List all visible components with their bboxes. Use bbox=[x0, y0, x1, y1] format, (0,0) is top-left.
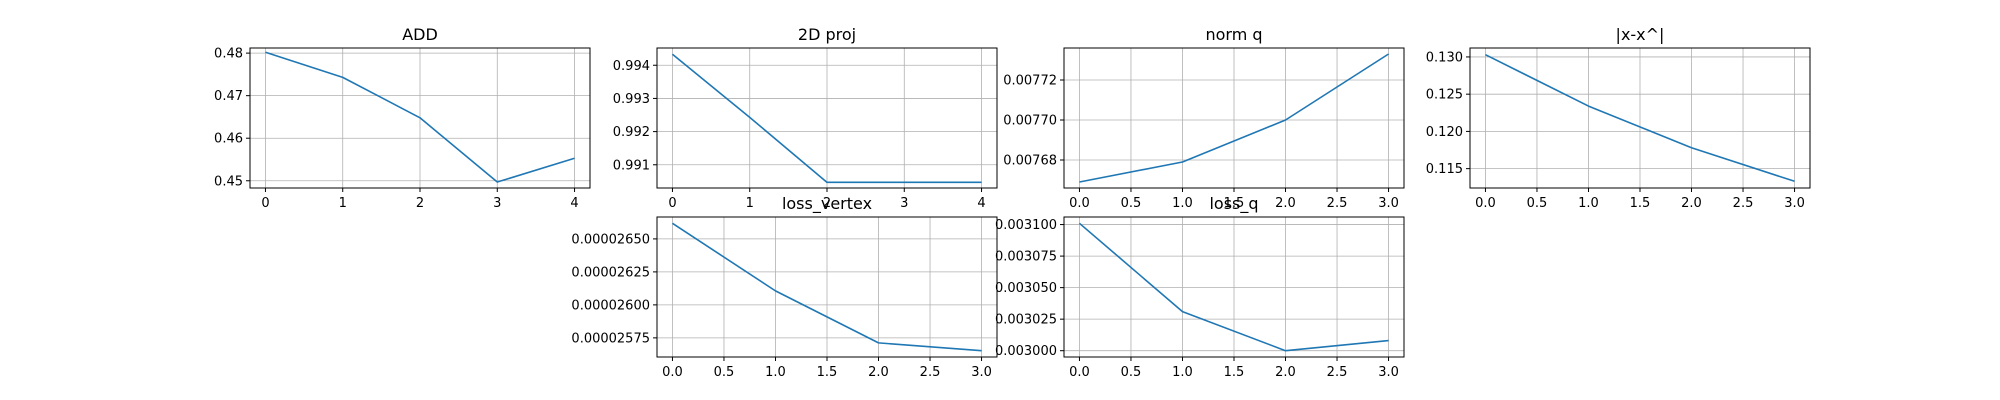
y-tick-label: 0.993 bbox=[613, 92, 650, 107]
x-tick-label: 4 bbox=[570, 196, 578, 211]
y-tick-label: 0.003100 bbox=[995, 218, 1057, 233]
y-tick-label: 0.00002650 bbox=[571, 232, 650, 247]
x-tick-label: 1 bbox=[746, 196, 754, 211]
series-line bbox=[1485, 53, 1795, 183]
x-tick-label: 1.5 bbox=[817, 365, 838, 380]
y-tick-label: 0.003000 bbox=[995, 344, 1057, 359]
x-tick-label: 2.5 bbox=[1327, 196, 1348, 211]
chart-title: loss_q bbox=[1209, 194, 1258, 214]
x-tick-label: 2.0 bbox=[1275, 365, 1296, 380]
y-tick-label: 0.991 bbox=[613, 158, 650, 173]
y-tick-label: 0.120 bbox=[1426, 125, 1463, 140]
x-tick-label: 2.5 bbox=[1327, 365, 1348, 380]
x-tick-label: 1.5 bbox=[1224, 196, 1245, 211]
x-tick-label: 1.0 bbox=[1172, 365, 1193, 380]
x-tick-label: 0.0 bbox=[1069, 365, 1090, 380]
y-tick-label: 0.00002600 bbox=[571, 298, 650, 313]
chart-title: 2D proj bbox=[798, 25, 856, 44]
y-tick-label: 0.125 bbox=[1426, 88, 1463, 103]
y-tick-label: 0.003075 bbox=[995, 250, 1057, 265]
chart-title: ADD bbox=[402, 25, 438, 44]
x-tick-label: 2.5 bbox=[1733, 196, 1754, 211]
y-tick-label: 0.00770 bbox=[1003, 114, 1057, 129]
x-tick-label: 0.5 bbox=[1121, 196, 1142, 211]
x-tick-label: 3 bbox=[900, 196, 908, 211]
subplot: 0.0 0.5 1.0 1.5 2.0 2.5 3.0 0.115 0.120 0.125 0.13… bbox=[1426, 25, 1811, 211]
x-tick-label: 3 bbox=[493, 196, 501, 211]
x-tick-label: 1.5 bbox=[1224, 365, 1245, 380]
y-tick-label: 0.003025 bbox=[995, 313, 1057, 328]
subplot: 0 1 2 3 4 0.991 0.992 0.993 0.994 2D proj bbox=[613, 25, 998, 211]
y-tick-label: 0.47 bbox=[214, 89, 243, 104]
x-tick-label: 0.5 bbox=[714, 365, 735, 380]
y-tick-label: 0.994 bbox=[613, 59, 650, 74]
x-tick-label: 0 bbox=[261, 196, 269, 211]
x-tick-label: 1.0 bbox=[765, 365, 786, 380]
y-tick-label: 0.00002625 bbox=[571, 265, 650, 280]
x-tick-label: 3.0 bbox=[1378, 365, 1399, 380]
x-tick-label: 1.5 bbox=[1630, 196, 1651, 211]
series-line bbox=[265, 51, 575, 183]
x-tick-label: 1 bbox=[339, 196, 347, 211]
y-tick-label: 0.115 bbox=[1426, 162, 1463, 177]
series-line bbox=[1078, 222, 1389, 352]
chart-title: loss_vertex bbox=[782, 194, 872, 214]
y-tick-label: 0.00002575 bbox=[571, 331, 650, 346]
y-tick-label: 0.003050 bbox=[995, 281, 1057, 296]
subplot: 0.0 0.5 1.0 1.5 2.0 2.5 3.0 0.00002575 0.0000260… bbox=[571, 194, 998, 380]
x-tick-label: 3.0 bbox=[1784, 196, 1805, 211]
x-tick-label: 1.0 bbox=[1172, 196, 1193, 211]
subplot: 0.0 0.5 1.0 1.5 2.0 2.5 3.0 0.00768 0.00770 0.007… bbox=[1003, 25, 1405, 211]
x-tick-label: 4 bbox=[977, 196, 985, 211]
x-tick-label: 2.0 bbox=[1275, 196, 1296, 211]
x-tick-label: 3.0 bbox=[971, 365, 992, 380]
y-tick-label: 0.46 bbox=[214, 132, 243, 147]
x-tick-label: 0.5 bbox=[1121, 365, 1142, 380]
series-line bbox=[671, 53, 982, 184]
x-tick-label: 0.0 bbox=[662, 365, 683, 380]
x-tick-label: 2.5 bbox=[920, 365, 941, 380]
series-line bbox=[672, 222, 982, 352]
x-tick-label: 1.0 bbox=[1578, 196, 1599, 211]
subplot: 0 1 2 3 4 0.45 0.46 0.47 0.48 ADD bbox=[214, 25, 591, 211]
x-tick-label: 2.0 bbox=[1681, 196, 1702, 211]
y-tick-label: 0.45 bbox=[214, 174, 243, 189]
chart-title: norm q bbox=[1205, 25, 1262, 44]
x-tick-label: 3.0 bbox=[1378, 196, 1399, 211]
x-tick-label: 2.0 bbox=[868, 365, 889, 380]
y-tick-label: 0.48 bbox=[214, 47, 243, 62]
chart-title: |x-x^| bbox=[1616, 25, 1665, 44]
y-tick-label: 0.00772 bbox=[1003, 74, 1057, 89]
x-tick-label: 0.5 bbox=[1527, 196, 1548, 211]
x-tick-label: 0 bbox=[668, 196, 676, 211]
x-tick-label: 0.0 bbox=[1069, 196, 1090, 211]
y-tick-label: 0.00768 bbox=[1003, 154, 1057, 169]
x-tick-label: 2 bbox=[823, 196, 831, 211]
y-tick-label: 0.992 bbox=[613, 125, 650, 140]
subplot: 0.0 0.5 1.0 1.5 2.0 2.5 3.0 0.003000 0.003025 0.0… bbox=[995, 194, 1405, 380]
x-tick-label: 2 bbox=[416, 196, 424, 211]
y-tick-label: 0.130 bbox=[1426, 50, 1463, 65]
x-tick-label: 0.0 bbox=[1475, 196, 1496, 211]
series-line bbox=[1079, 53, 1389, 183]
